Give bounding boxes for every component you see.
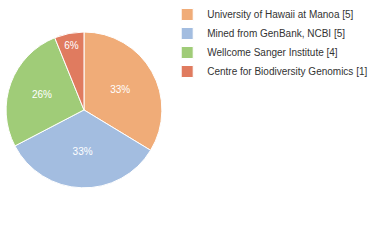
svg-text:Centre for Biodiversity Genomi: Centre for Biodiversity Genomics [1] [207, 66, 367, 77]
svg-text:33%: 33% [110, 84, 130, 95]
svg-text:Wellcome Sanger Institute [4]: Wellcome Sanger Institute [4] [207, 47, 338, 58]
svg-text:26%: 26% [32, 89, 52, 100]
svg-text:6%: 6% [64, 40, 79, 51]
svg-text:Mined from GenBank, NCBI [5]: Mined from GenBank, NCBI [5] [207, 28, 345, 39]
svg-text:33%: 33% [73, 146, 93, 157]
svg-text:University of Hawaii at Manoa: University of Hawaii at Manoa [5] [207, 9, 353, 20]
